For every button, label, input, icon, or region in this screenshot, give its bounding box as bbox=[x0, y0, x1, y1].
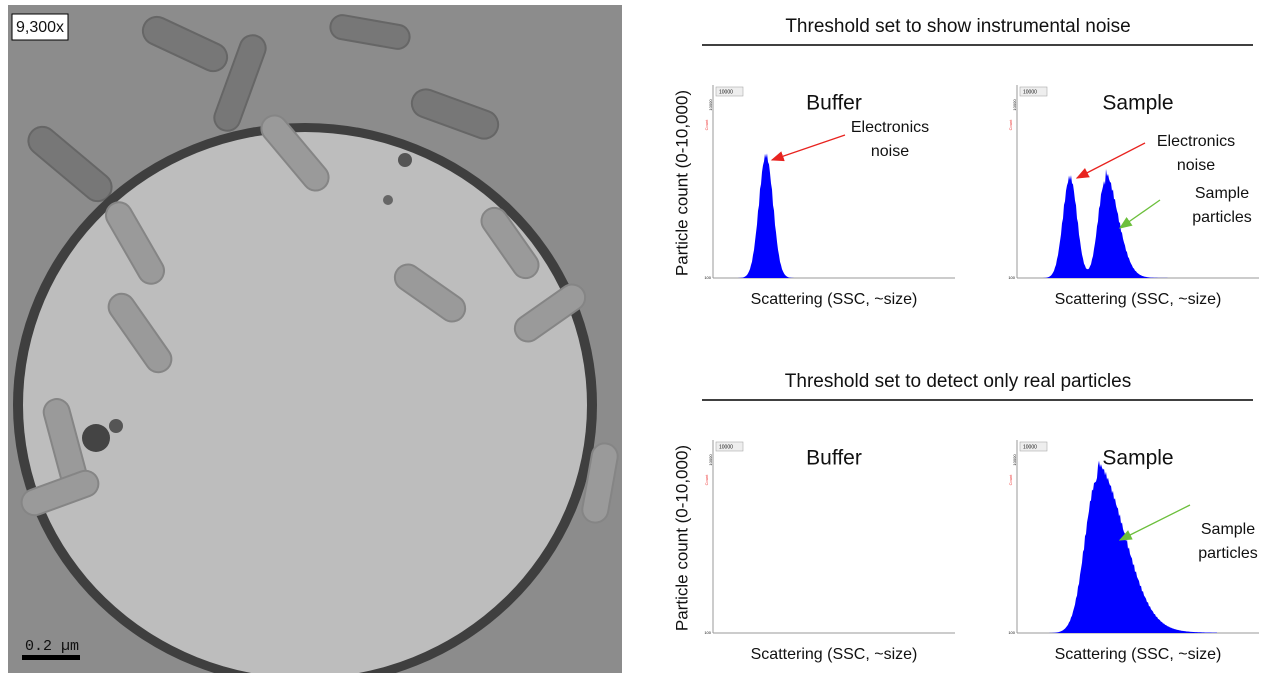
y-top-label: 10000 bbox=[708, 454, 713, 466]
dropdown-text: 10000 bbox=[719, 444, 733, 450]
x-axis-label: Scattering (SSC, ~size) bbox=[751, 646, 918, 663]
panel-title: Buffer bbox=[806, 447, 862, 470]
histogram bbox=[723, 153, 913, 278]
section-title: Threshold set to show instrumental noise bbox=[785, 16, 1130, 37]
dropdown bbox=[715, 86, 744, 97]
panel-title: Buffer bbox=[806, 92, 862, 115]
scale-bar-label: 0.2 µm bbox=[25, 638, 79, 655]
x-axis-label: Scattering (SSC, ~size) bbox=[1055, 646, 1222, 663]
annotation-arrow bbox=[1075, 142, 1146, 179]
count-label: Count bbox=[704, 474, 709, 486]
count-label: Count bbox=[1008, 119, 1013, 131]
annotation-text: Electronics bbox=[1157, 133, 1235, 150]
y-axis-label: Particle count (0-10,000) bbox=[672, 445, 691, 631]
y-bottom-label: 100 bbox=[1008, 275, 1015, 280]
annotation-text: particles bbox=[1192, 209, 1252, 226]
dropdown-text: 10000 bbox=[719, 89, 733, 95]
annotation-text: noise bbox=[1177, 157, 1215, 174]
annotation-text: particles bbox=[1198, 545, 1258, 562]
y-bottom-label: 100 bbox=[704, 275, 711, 280]
section-title: Threshold set to detect only real partic… bbox=[785, 371, 1131, 392]
y-top-label: 10000 bbox=[1012, 454, 1017, 466]
count-label: Count bbox=[1008, 474, 1013, 486]
dropdown-text: 10000 bbox=[1023, 444, 1037, 450]
dropdown bbox=[715, 441, 744, 452]
count-label: Count bbox=[704, 119, 709, 131]
histogram bbox=[1027, 460, 1217, 633]
histogram bbox=[1027, 169, 1217, 278]
panel-title: Sample bbox=[1102, 447, 1173, 470]
y-top-label: 10000 bbox=[708, 99, 713, 111]
annotation-arrow bbox=[1118, 199, 1161, 229]
scale-bar bbox=[22, 655, 80, 660]
annotation-text: Sample bbox=[1195, 185, 1249, 202]
panel-title: Sample bbox=[1102, 92, 1173, 115]
y-bottom-label: 100 bbox=[1008, 630, 1015, 635]
annotation-arrow bbox=[770, 134, 846, 162]
magnification: 9,300x bbox=[16, 19, 64, 36]
dropdown bbox=[1019, 441, 1048, 452]
annotation-arrow bbox=[1118, 504, 1191, 541]
micrograph: 9,300x 0.2 µm bbox=[8, 5, 622, 673]
x-axis-label: Scattering (SSC, ~size) bbox=[751, 291, 918, 308]
x-axis-label: Scattering (SSC, ~size) bbox=[1055, 291, 1222, 308]
y-bottom-label: 100 bbox=[704, 630, 711, 635]
dropdown bbox=[1019, 86, 1048, 97]
annotation-text: noise bbox=[871, 143, 909, 160]
annotation-text: Electronics bbox=[851, 119, 929, 136]
y-axis-label: Particle count (0-10,000) bbox=[672, 90, 691, 276]
y-top-label: 10000 bbox=[1012, 99, 1017, 111]
dropdown-text: 10000 bbox=[1023, 89, 1037, 95]
annotation-text: Sample bbox=[1201, 521, 1255, 538]
